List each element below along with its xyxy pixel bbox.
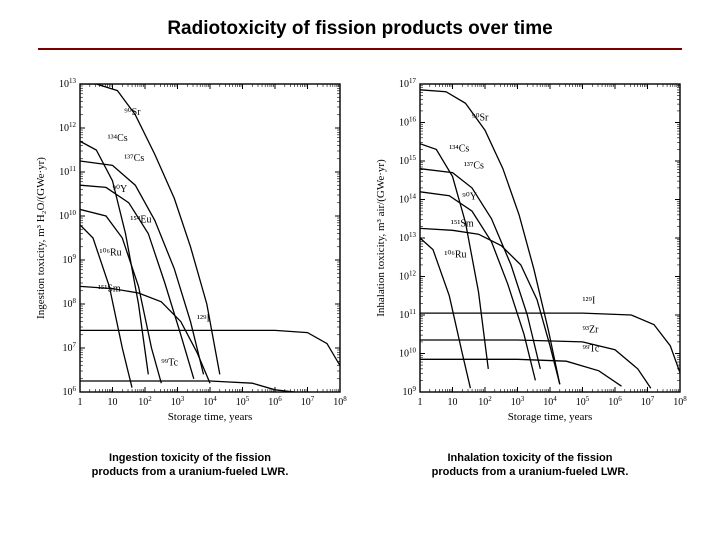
svg-text:¹⁰⁶Ru: ¹⁰⁶Ru bbox=[444, 249, 466, 260]
left-plot: 1 10 102 103 104 105 106 107 108 106 107 108 109 1010… bbox=[32, 78, 348, 426]
svg-text:105: 105 bbox=[576, 395, 590, 408]
svg-text:1013: 1013 bbox=[399, 231, 417, 244]
svg-text:1010: 1010 bbox=[399, 347, 417, 360]
svg-text:Storage time, years: Storage time, years bbox=[508, 411, 593, 423]
svg-text:⁹³Zr: ⁹³Zr bbox=[583, 324, 600, 335]
svg-text:1012: 1012 bbox=[59, 121, 77, 134]
svg-text:104: 104 bbox=[543, 395, 557, 408]
svg-text:⁹⁰Sr: ⁹⁰Sr bbox=[124, 107, 141, 118]
svg-text:1012: 1012 bbox=[399, 270, 417, 283]
svg-text:⁹⁹Tc: ⁹⁹Tc bbox=[583, 344, 600, 355]
svg-text:109: 109 bbox=[63, 253, 77, 266]
svg-text:106: 106 bbox=[268, 395, 282, 408]
svg-text:⁹⁰Y: ⁹⁰Y bbox=[113, 184, 128, 195]
right-panel: 1 10 102 103 104 105 106 107 108 109 1010 1011 1012 1… bbox=[372, 78, 688, 480]
right-caption-line1: Inhalation toxicity of the fission bbox=[372, 452, 688, 466]
svg-text:1010: 1010 bbox=[59, 209, 77, 222]
left-caption: Ingestion toxicity of the fission produc… bbox=[32, 452, 348, 480]
svg-text:108: 108 bbox=[333, 395, 347, 408]
svg-text:102: 102 bbox=[478, 395, 492, 408]
left-caption-line2: products from a uranium-fueled LWR. bbox=[32, 466, 348, 480]
svg-text:¹⁵¹Sm: ¹⁵¹Sm bbox=[98, 284, 121, 295]
svg-text:108: 108 bbox=[63, 297, 77, 310]
svg-text:1017: 1017 bbox=[399, 78, 417, 90]
svg-text:1011: 1011 bbox=[399, 308, 416, 321]
svg-text:10: 10 bbox=[448, 397, 458, 408]
svg-text:1014: 1014 bbox=[399, 193, 417, 206]
svg-text:Ingestion toxicity, m³ H₂O/(GW: Ingestion toxicity, m³ H₂O/(GWe·yr) bbox=[35, 157, 47, 319]
left-caption-line1: Ingestion toxicity of the fission bbox=[32, 452, 348, 466]
svg-text:106: 106 bbox=[608, 395, 622, 408]
right-plot-wrap: 1 10 102 103 104 105 106 107 108 109 1010 1011 1012 1… bbox=[372, 78, 688, 426]
svg-text:¹³⁴Cs: ¹³⁴Cs bbox=[108, 133, 128, 144]
svg-text:Inhalation toxicity, m³ air/(G: Inhalation toxicity, m³ air/(GWe·yr) bbox=[375, 159, 387, 317]
svg-text:¹⁵¹Sm: ¹⁵¹Sm bbox=[451, 218, 474, 229]
svg-text:106: 106 bbox=[63, 385, 77, 398]
svg-text:109: 109 bbox=[403, 385, 417, 398]
svg-text:102: 102 bbox=[138, 395, 152, 408]
svg-text:¹³⁷Cs: ¹³⁷Cs bbox=[124, 153, 144, 164]
svg-text:1: 1 bbox=[78, 397, 83, 408]
svg-text:107: 107 bbox=[301, 395, 315, 408]
left-panel: 1 10 102 103 104 105 106 107 108 106 107 108 109 1010… bbox=[32, 78, 348, 480]
svg-text:108: 108 bbox=[673, 395, 687, 408]
right-caption-line2: products from a uranium-fueled LWR. bbox=[372, 466, 688, 480]
svg-text:⁹⁹Tc: ⁹⁹Tc bbox=[161, 358, 178, 369]
svg-text:¹³⁷Cs: ¹³⁷Cs bbox=[464, 161, 484, 172]
title-rule bbox=[38, 48, 682, 50]
svg-text:⁹⁰Sr: ⁹⁰Sr bbox=[472, 113, 489, 124]
svg-text:103: 103 bbox=[171, 395, 185, 408]
right-caption: Inhalation toxicity of the fission produ… bbox=[372, 452, 688, 480]
svg-text:107: 107 bbox=[641, 395, 655, 408]
svg-text:¹⁰⁶Ru: ¹⁰⁶Ru bbox=[100, 248, 122, 259]
svg-text:¹⁵⁴Eu: ¹⁵⁴Eu bbox=[130, 215, 151, 226]
svg-text:⁹⁰Y: ⁹⁰Y bbox=[462, 192, 477, 203]
svg-text:¹²⁹I: ¹²⁹I bbox=[197, 314, 210, 325]
panels-row: 1101021031041051061071081061071081091010… bbox=[32, 78, 688, 480]
svg-text:103: 103 bbox=[511, 395, 525, 408]
svg-text:104: 104 bbox=[203, 395, 217, 408]
svg-text:¹³⁴Cs: ¹³⁴Cs bbox=[449, 143, 469, 154]
svg-text:1013: 1013 bbox=[59, 78, 77, 90]
svg-text:107: 107 bbox=[63, 341, 77, 354]
svg-text:¹²⁹I: ¹²⁹I bbox=[583, 295, 596, 306]
svg-text:1011: 1011 bbox=[59, 165, 76, 178]
page-title: Radiotoxicity of fission products over t… bbox=[0, 18, 720, 40]
svg-text:1015: 1015 bbox=[399, 154, 417, 167]
svg-text:1016: 1016 bbox=[399, 116, 417, 129]
svg-text:Storage time, years: Storage time, years bbox=[168, 411, 253, 423]
svg-text:1: 1 bbox=[418, 397, 423, 408]
left-plot-wrap: 1 10 102 103 104 105 106 107 108 106 107 108 109 1010… bbox=[32, 78, 348, 426]
svg-text:105: 105 bbox=[236, 395, 250, 408]
svg-text:10: 10 bbox=[108, 397, 118, 408]
right-plot: 1 10 102 103 104 105 106 107 108 109 1010 1011 1012 1… bbox=[372, 78, 688, 426]
